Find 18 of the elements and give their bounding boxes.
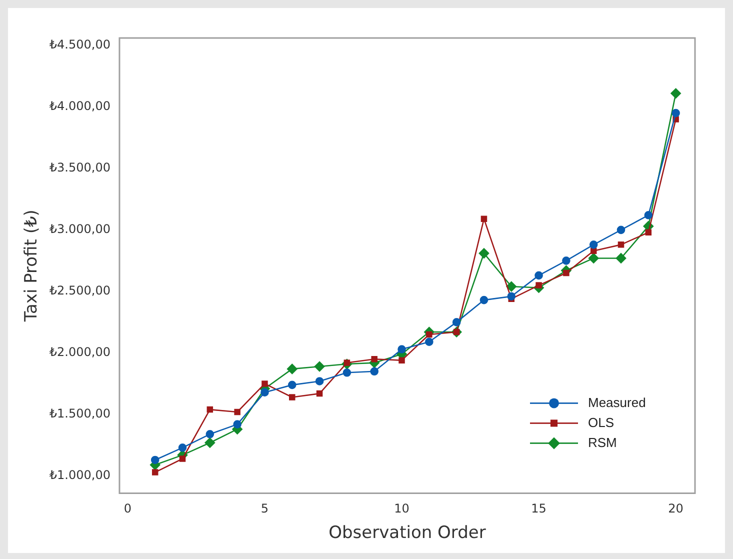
legend-label: RSM (588, 434, 617, 450)
x-axis-title: Observation Order (328, 523, 486, 544)
y-axis-title: Taxi Profit (₺) (22, 210, 42, 323)
y-tick-label: ₺2.000,00 (49, 345, 110, 360)
x-tick-label: 15 (531, 502, 546, 516)
x-tick-label: 5 (260, 502, 269, 516)
legend-label: Measured (588, 394, 646, 410)
y-tick-label: ₺1.500,00 (49, 406, 110, 421)
y-tick-label: ₺3.500,00 (49, 160, 110, 175)
x-tick-label: 10 (394, 502, 410, 516)
x-tick-label: 20 (668, 502, 684, 516)
y-tick-label: ₺3.000,00 (49, 222, 110, 236)
y-tick-label: ₺4.000,00 (49, 99, 110, 114)
y-tick-label: ₺4.500,00 (49, 38, 110, 52)
x-tick-label: 0 (124, 502, 132, 516)
legend-label: OLS (588, 414, 614, 430)
y-tick-label: ₺2.500,00 (49, 284, 110, 298)
y-tick-label: ₺1.000,00 (49, 468, 110, 482)
